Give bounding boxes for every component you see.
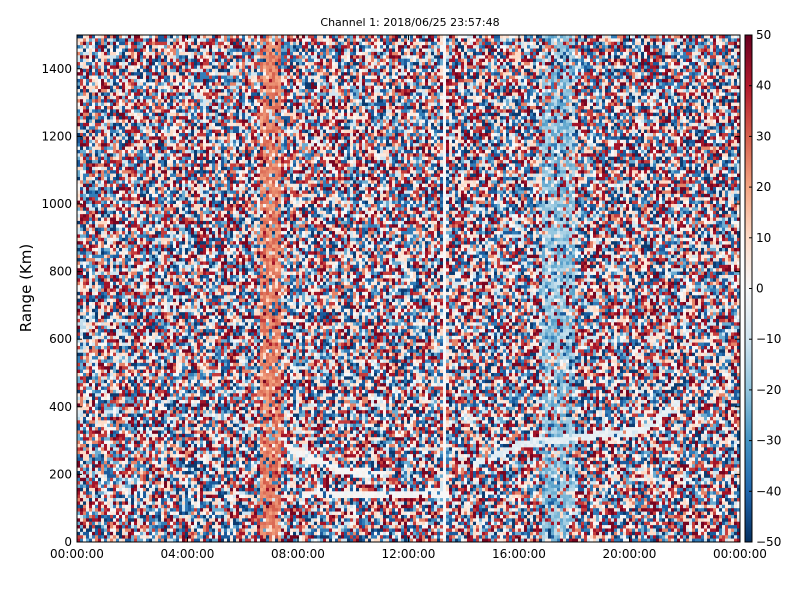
colorbar-tick-label: 10 [756, 231, 771, 245]
colorbar-tick-label: −20 [756, 383, 781, 397]
colorbar-tick-label: −50 [756, 535, 781, 549]
x-tick-label: 08:00:00 [271, 547, 325, 561]
x-tick-label: 00:00:00 [50, 547, 104, 561]
y-tick-label: 1400 [41, 62, 72, 76]
colorbar-tick-label: −40 [756, 484, 781, 498]
y-tick-label: 200 [49, 467, 72, 481]
y-tick-label: 600 [49, 332, 72, 346]
x-tick-label: 00:00:00 [713, 547, 767, 561]
y-tick-label: 1200 [41, 129, 72, 143]
y-tick-label: 400 [49, 400, 72, 414]
colorbar-axis: −50 −40 −30 −20 −10 0 10 20 30 40 50 [749, 28, 781, 549]
colorbar-tick-label: 40 [756, 79, 771, 93]
y-axis-title: Range (Km) [17, 244, 35, 332]
x-axis: 00:00:00 04:00:00 08:00:00 12:00:00 16:00:00… [50, 35, 767, 561]
chart-title: Channel 1: 2018/06/25 23:57:48 [320, 16, 499, 29]
heatmap-plot-area [77, 35, 741, 543]
x-tick-label: 16:00:00 [492, 547, 546, 561]
x-tick-label: 04:00:00 [161, 547, 215, 561]
colorbar-tick-label: 30 [756, 129, 771, 143]
y-tick-label: 1000 [41, 197, 72, 211]
colorbar-tick-label: −30 [756, 434, 781, 448]
y-tick-label: 0 [64, 535, 72, 549]
colorbar-tick-label: 50 [756, 28, 771, 42]
y-tick-label: 800 [49, 265, 72, 279]
colorbar-tick-label: 0 [756, 282, 764, 296]
x-tick-label: 12:00:00 [382, 547, 436, 561]
y-axis: 0 200 400 600 800 1000 1200 1400 [41, 62, 740, 549]
x-tick-label: 20:00:00 [603, 547, 657, 561]
colorbar-tick-label: −10 [756, 332, 781, 346]
colorbar-tick-label: 20 [756, 180, 771, 194]
